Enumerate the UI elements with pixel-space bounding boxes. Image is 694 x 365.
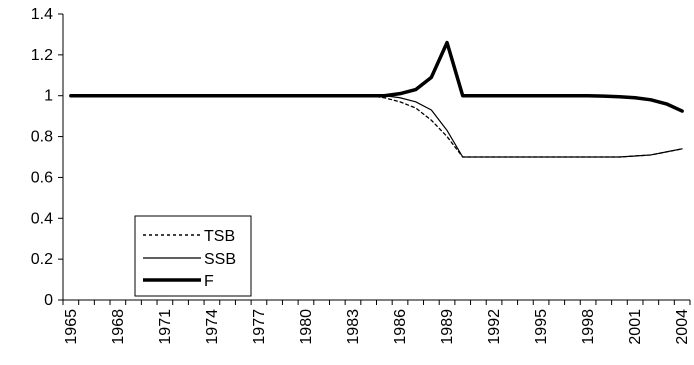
y-axis-ticks: 0 0.2 0.4 0.6 0.8 1 1.2 1.4 xyxy=(31,6,63,309)
x-tick-label: 1995 xyxy=(533,309,550,345)
series-line-tsb xyxy=(70,95,683,158)
x-axis-ticks: 1965 1968 1971 1974 1977 1980 1983 1986 1989 1992… xyxy=(62,300,691,345)
legend-label-tsb: TSB xyxy=(204,228,235,245)
y-tick-label: 1.4 xyxy=(31,6,53,23)
legend-box xyxy=(134,215,252,297)
series-line-ssb xyxy=(70,95,683,158)
x-tick-label: 1992 xyxy=(486,309,503,345)
x-tick-label: 1965 xyxy=(63,309,80,345)
legend-label-f: F xyxy=(204,273,214,290)
y-tick-label: 0.8 xyxy=(31,129,53,146)
x-tick-label: 2001 xyxy=(627,309,644,345)
x-tick-label: 2004 xyxy=(674,309,691,345)
x-tick-label: 1989 xyxy=(439,309,456,345)
y-tick-label: 0.6 xyxy=(31,169,53,186)
series-line-f xyxy=(69,40,684,113)
x-tick-label: 1977 xyxy=(251,309,268,345)
y-tick-label: 1.2 xyxy=(31,47,53,64)
x-tick-label: 1983 xyxy=(345,309,362,345)
x-tick-label: 1998 xyxy=(580,309,597,345)
y-tick-label: 0.2 xyxy=(31,251,53,268)
series-lines xyxy=(69,40,684,158)
legend: TSB SSB F xyxy=(134,215,252,297)
x-tick-label: 1974 xyxy=(204,309,221,345)
x-tick-label: 1968 xyxy=(110,309,127,345)
x-tick-label: 1971 xyxy=(157,309,174,345)
y-tick-label: 0 xyxy=(44,292,53,309)
legend-label-ssb: SSB xyxy=(204,251,236,268)
y-tick-label: 0.4 xyxy=(31,210,53,227)
x-tick-label: 1980 xyxy=(298,309,315,345)
x-tick-label: 1986 xyxy=(392,309,409,345)
y-tick-label: 1 xyxy=(44,88,53,105)
